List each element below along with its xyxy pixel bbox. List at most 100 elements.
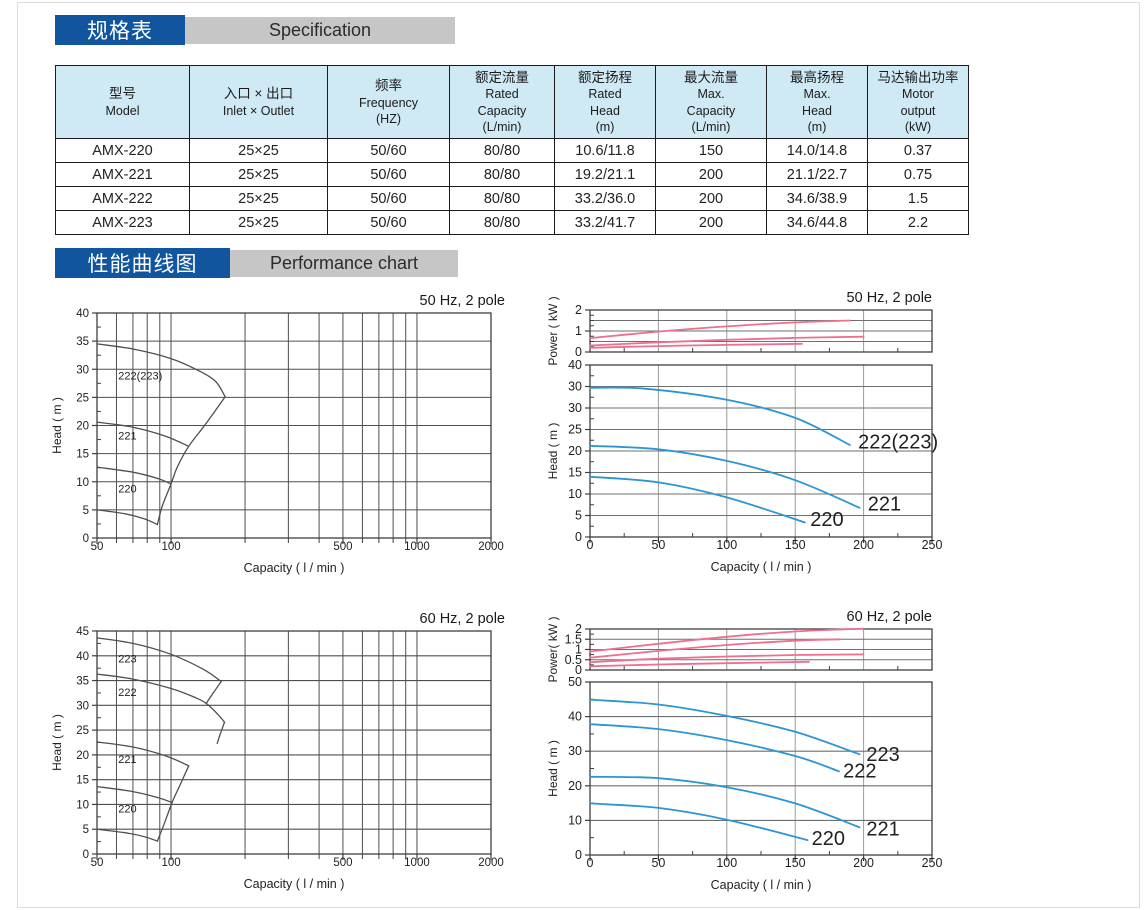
- spec-table: 型号 Model 入口 × 出口 Inlet × Outlet 频率 Frequency(…: [55, 65, 969, 235]
- header-cell: 型号 Model: [55, 65, 190, 139]
- x-axis-title: Capacity ( l / min ): [244, 877, 345, 891]
- x-tick-label: 100: [161, 857, 180, 869]
- y-tick-label: 5: [575, 509, 582, 523]
- y-tick-label: 35: [76, 676, 89, 688]
- header-line: 额定流量: [475, 69, 529, 85]
- chart-title: 50 Hz, 2 pole: [847, 290, 932, 306]
- table-cell: 50/60: [327, 162, 450, 187]
- header-cell: 马达输出功率 Motor output (kW): [867, 65, 969, 139]
- y-tick-label: 2: [575, 622, 582, 636]
- x-tick-label: 50: [651, 538, 665, 552]
- table-cell: 21.1/22.7: [766, 162, 868, 187]
- table-cell: 200: [655, 186, 767, 211]
- x-tick-label: 50: [91, 541, 104, 553]
- y-tick-label: 25: [76, 725, 89, 737]
- y-tick-label: 30: [76, 700, 89, 712]
- table-cell: 34.6/44.8: [766, 210, 868, 235]
- curve-head-221: [589, 444, 861, 509]
- table-cell: 50/60: [327, 138, 450, 163]
- y-tick-label: 30: [568, 744, 582, 758]
- table-cell: 50/60: [327, 186, 450, 211]
- curve-power-221: [589, 335, 865, 347]
- header-line: 型号: [109, 86, 136, 102]
- x-tick-label: 150: [785, 856, 806, 870]
- x-tick-label: 1000: [404, 541, 430, 553]
- table-cell: 150: [655, 138, 767, 163]
- table-cell: 200: [655, 162, 767, 187]
- y-tick-label: 0.5: [565, 653, 582, 667]
- y-tick-label: 15: [76, 775, 89, 787]
- table-cell: 80/80: [449, 138, 555, 163]
- curve-label: 221: [118, 431, 136, 443]
- chart-title: 60 Hz, 2 pole: [847, 609, 932, 625]
- y-tick-label: 0: [575, 530, 582, 544]
- curve-power-221: [589, 653, 865, 664]
- header-line: (m): [595, 119, 615, 134]
- chart-50hz-log: 0 5 10 15 20 25 30 35 40 222(223) 221 220 Head ( m )…: [50, 293, 505, 575]
- curve-222(223): [96, 343, 226, 398]
- section-header-performance: 性能曲线图 Performance chart: [55, 248, 458, 278]
- y-axis-title: Head ( m ): [50, 397, 64, 454]
- section-title-en: Performance chart: [230, 250, 458, 277]
- table-cell: 80/80: [449, 162, 555, 187]
- curve-power-223: [589, 627, 865, 653]
- header-line: (kW): [904, 119, 932, 134]
- header-line: 额定扬程: [578, 69, 632, 85]
- curve-label: 223: [866, 744, 899, 766]
- header-line: 最大流量: [684, 69, 738, 85]
- curve-label: 222(223): [118, 370, 162, 382]
- header-line: 最高扬程: [790, 69, 844, 85]
- curve-power-222: [589, 638, 842, 659]
- y-tick-label: 5: [83, 505, 89, 517]
- header-line: Head: [802, 103, 832, 118]
- x-axis-title: Capacity ( l / min ): [244, 561, 345, 575]
- curve-head-221: [589, 775, 861, 829]
- header-line: Model: [105, 103, 140, 118]
- table-cell: 33.2/41.7: [554, 210, 656, 235]
- table-cell: AMX-223: [55, 210, 190, 235]
- x-tick-label: 200: [853, 538, 874, 552]
- chart-title: 60 Hz, 2 pole: [420, 611, 505, 627]
- header-line: (m): [807, 119, 827, 134]
- y-tick-label: 45: [76, 626, 89, 638]
- y-tick-label: 15: [76, 449, 89, 461]
- y-axis-title: Head ( m ): [546, 423, 560, 480]
- chart-60hz-log: 0 5 10 15 20 25 30 35 40 45 223 222 221 220 Head ( m )…: [50, 611, 505, 891]
- y-tick-label: 40: [568, 358, 582, 372]
- table-cell: 25×25: [189, 162, 328, 187]
- section-title-zh: 性能曲线图: [55, 248, 230, 278]
- header-line: Frequency: [358, 95, 419, 110]
- table-cell: 34.6/38.9: [766, 186, 868, 211]
- y-tick-label: 35: [76, 336, 89, 348]
- header-line: (L/min): [482, 119, 522, 134]
- header-line: Capacity: [477, 103, 527, 118]
- y-tick-label: 1: [575, 643, 582, 657]
- header-cell: 额定扬程 Rated Head (m): [554, 65, 656, 139]
- section-title-zh: 规格表: [55, 15, 185, 45]
- y-tick-label: 1: [575, 324, 582, 338]
- curve-label: 220: [812, 828, 845, 850]
- header-cell: 额定流量 Rated Capacity (L/min): [449, 65, 555, 139]
- header-line: Inlet × Outlet: [222, 103, 295, 118]
- table-row: AMX-220 25×25 50/60 80/80 10.6/11.8 150 14.0/1…: [55, 138, 969, 163]
- table-row: AMX-222 25×25 50/60 80/80 33.2/36.0 200 34.6/3…: [55, 186, 969, 211]
- y-tick-label: 10: [76, 799, 89, 811]
- y-tick-label: 30: [568, 380, 582, 394]
- curve-label: 220: [118, 483, 136, 495]
- y-tick-label: 0: [575, 848, 582, 862]
- x-tick-label: 100: [716, 856, 737, 870]
- x-tick-label: 100: [716, 538, 737, 552]
- curve-222: [96, 673, 226, 723]
- curve-power-220: [589, 342, 803, 349]
- curve-head-220: [589, 802, 809, 841]
- y-tick-label: 10: [76, 477, 89, 489]
- y-axis-title: Power ( kW ): [546, 296, 560, 365]
- curve-label: 221: [866, 819, 899, 841]
- y-axis-title: Head ( m ): [546, 740, 560, 797]
- header-cell: 最大流量 Max. Capacity (L/min): [655, 65, 767, 139]
- y-tick-label: 1.5: [565, 632, 582, 646]
- y-tick-label: 50: [568, 675, 582, 689]
- y-tick-label: 15: [568, 466, 582, 480]
